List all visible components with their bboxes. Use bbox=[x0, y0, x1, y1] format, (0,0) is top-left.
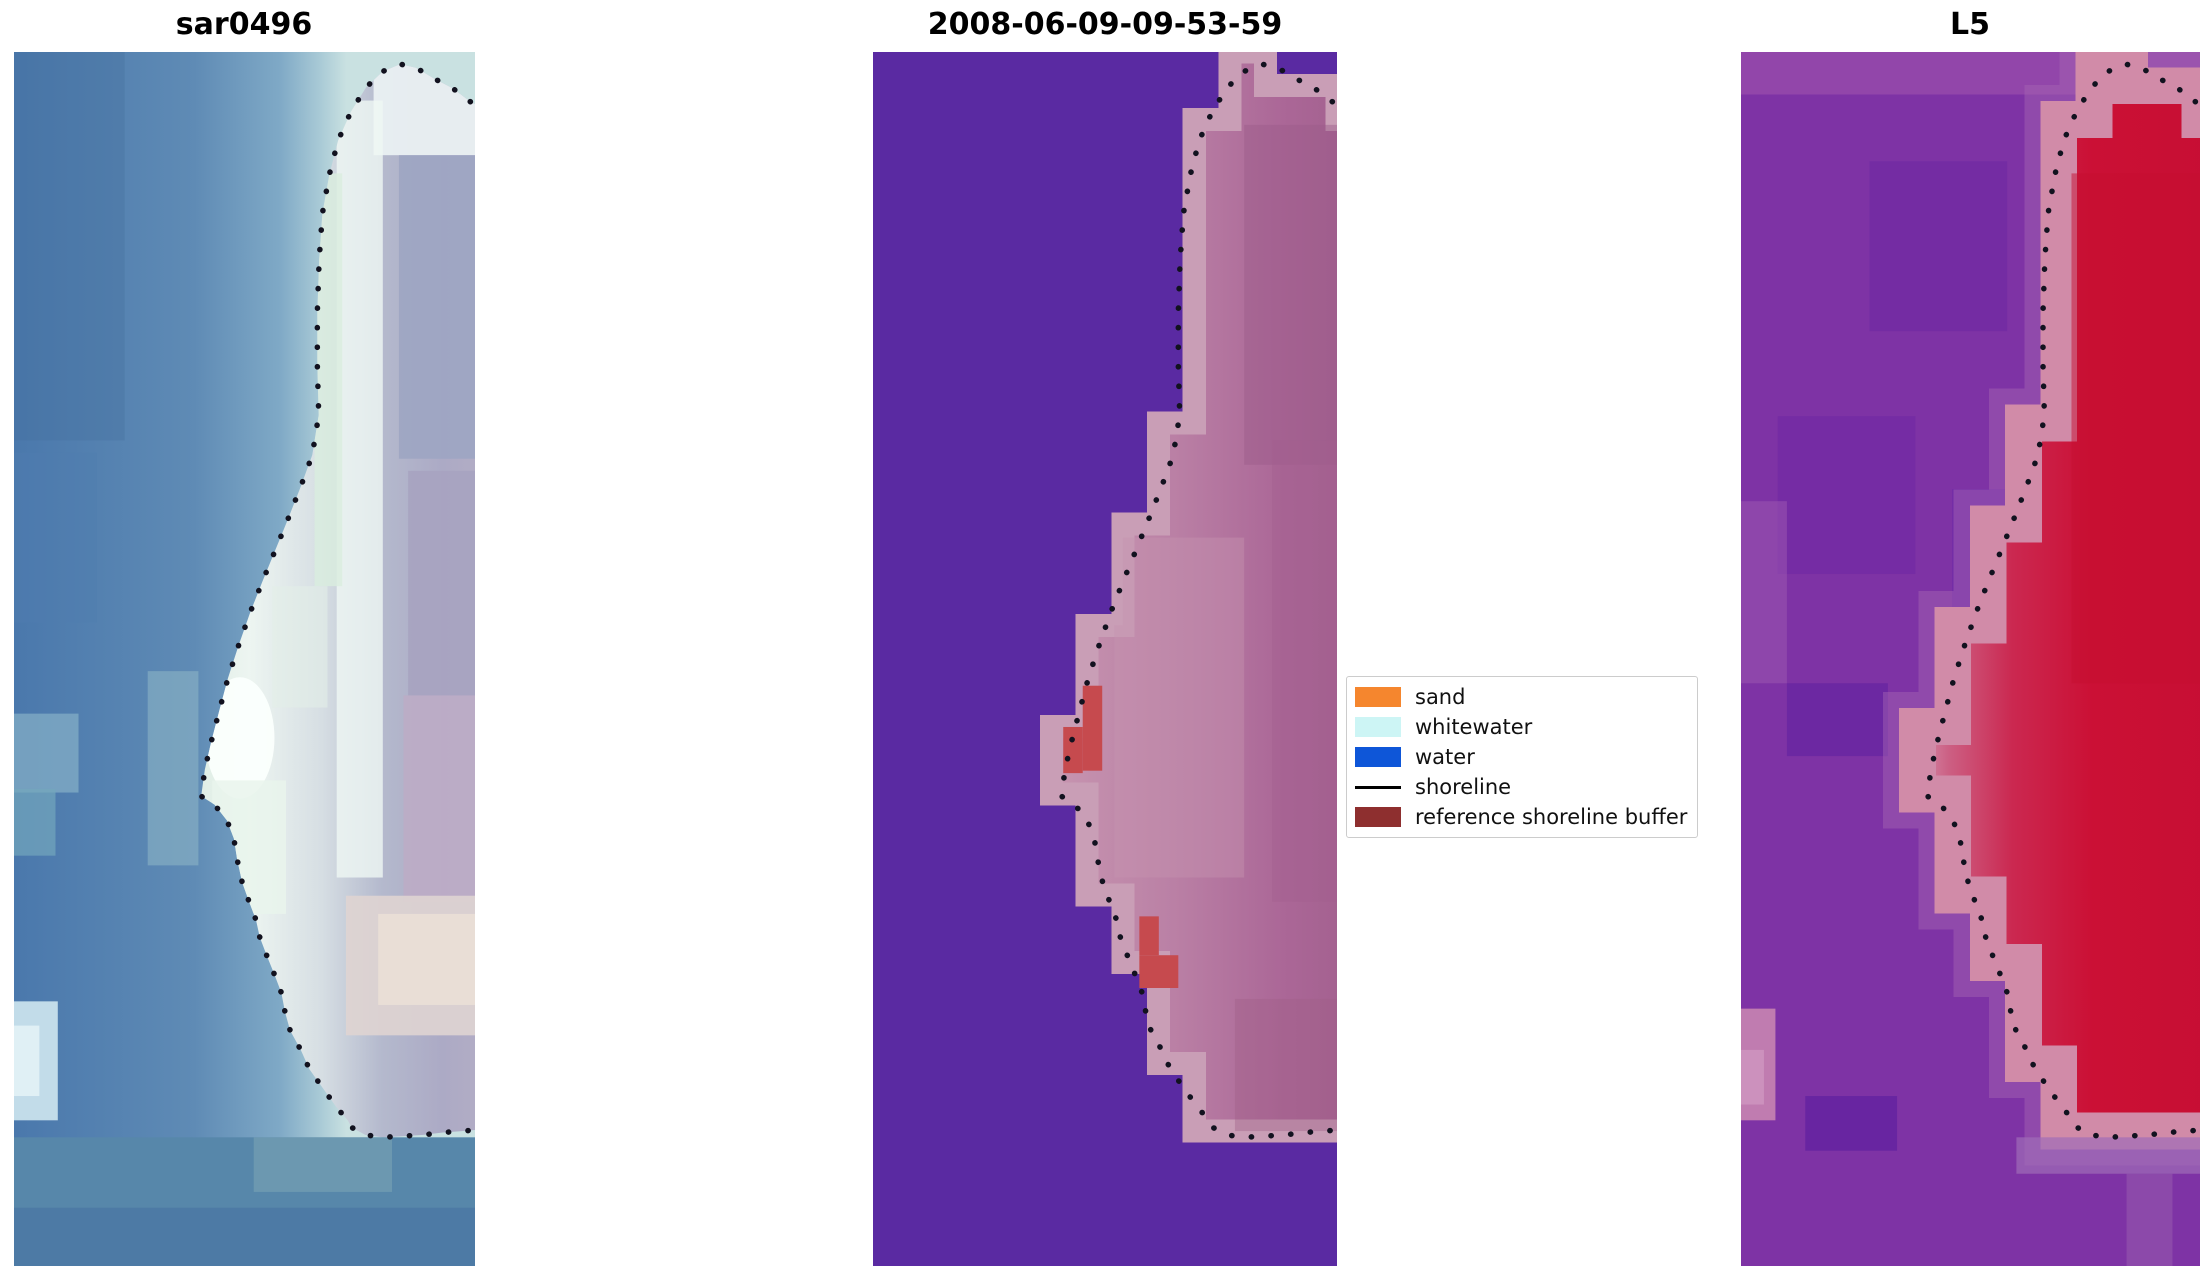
water-bottom-teal bbox=[253, 1137, 393, 1192]
legend-label: shoreline bbox=[1415, 775, 1512, 799]
bg-dark-block-4 bbox=[1805, 1096, 1898, 1151]
water-pale-near-coast bbox=[147, 671, 199, 866]
bg-light-left-edge bbox=[1741, 501, 1787, 684]
sand-class-patch-2 bbox=[1063, 726, 1083, 774]
panel-title-l5: L5 bbox=[1950, 7, 1990, 42]
legend-label: whitewater bbox=[1415, 715, 1533, 739]
legend-item-sand: sand bbox=[1355, 682, 1689, 712]
land-pink-center bbox=[1114, 537, 1245, 878]
legend-color-swatch bbox=[1355, 687, 1401, 707]
land-lavender-band bbox=[398, 155, 475, 459]
bg-lavender-bottom-row bbox=[2016, 1137, 2200, 1174]
sand-class-patch-3 bbox=[1139, 916, 1159, 956]
land-white-blob bbox=[205, 677, 275, 799]
water-shade-midleft bbox=[14, 452, 97, 623]
land-rose-bottom bbox=[1234, 998, 1337, 1132]
land-mauve-mid bbox=[408, 470, 475, 696]
water-bottom-dark bbox=[14, 1207, 475, 1266]
legend-label: water bbox=[1415, 745, 1475, 769]
water-shade-topleft bbox=[14, 52, 125, 441]
sand-class-patch-1 bbox=[1082, 685, 1103, 771]
legend-label: sand bbox=[1415, 685, 1466, 709]
panel-l5-image bbox=[1741, 52, 2200, 1266]
land-red-core bbox=[2071, 173, 2200, 684]
legend-item-shoreline: shoreline bbox=[1355, 772, 1689, 802]
water-lightblue-core bbox=[14, 1025, 40, 1097]
panel-sar-image bbox=[14, 52, 475, 1266]
legend-item-water: water bbox=[1355, 742, 1689, 772]
legend-label: reference shoreline buffer bbox=[1415, 805, 1688, 829]
land-rose-topright bbox=[1244, 124, 1337, 465]
land-white-midband bbox=[272, 586, 328, 708]
panel-title-sar: sar0496 bbox=[175, 7, 313, 42]
bg-pink-bottom-col bbox=[2126, 1173, 2173, 1266]
bg-dark-block-2 bbox=[1777, 416, 1916, 575]
legend-line-swatch bbox=[1355, 785, 1401, 789]
legend-color-swatch bbox=[1355, 807, 1401, 827]
bg-dark-block-1 bbox=[1869, 161, 2008, 332]
land-white-column bbox=[336, 100, 383, 878]
legend: sand whitewater water shoreline reference sh… bbox=[1346, 676, 1698, 838]
legend-color-swatch bbox=[1355, 717, 1401, 737]
water-teal-left bbox=[14, 788, 56, 856]
panel-title-date: 2008-06-09-09-53-59 bbox=[927, 7, 1283, 42]
bg-pink-left-core bbox=[1741, 1049, 1764, 1105]
land-class-blob bbox=[1039, 52, 1337, 1143]
water-light-left-streak bbox=[14, 713, 79, 793]
legend-item-reference: reference shoreline buffer bbox=[1355, 802, 1689, 832]
panel-classified-image bbox=[873, 52, 1337, 1266]
sand-class-patch-4 bbox=[1139, 955, 1179, 988]
land-cream-core bbox=[378, 913, 475, 1005]
land-pink-band bbox=[403, 695, 475, 902]
land-rose-right bbox=[1272, 440, 1337, 902]
legend-item-whitewater: whitewater bbox=[1355, 712, 1689, 742]
bg-dark-block-3 bbox=[1786, 683, 1888, 757]
legend-color-swatch bbox=[1355, 747, 1401, 767]
